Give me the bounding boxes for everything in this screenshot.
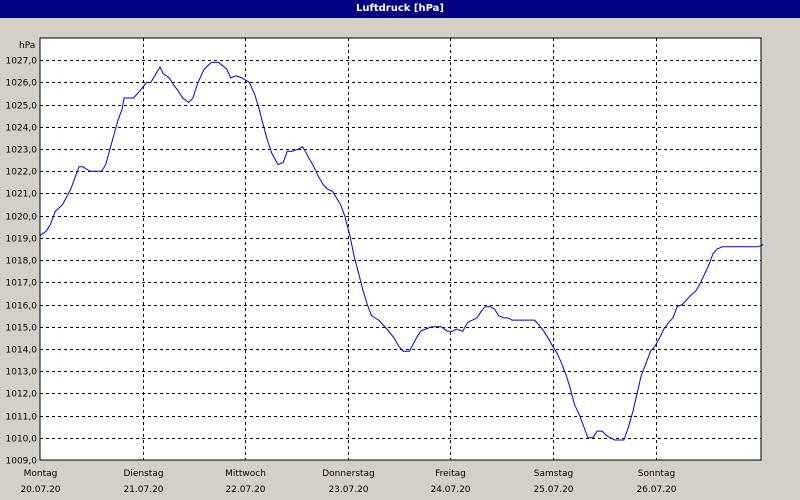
x-tick-day: Montag [24, 469, 58, 479]
y-axis-ticks: 1009,0 1010,0 1011,0 1012,0 1013,0 1014,0 1015… [6, 57, 38, 467]
y-tick-label: 1018,0 [6, 257, 38, 267]
series-group [39, 61, 764, 441]
y-axis-label: hPa [19, 41, 35, 51]
x-tick-date: 26.07.20 [636, 485, 676, 495]
y-tick-label: 1016,0 [6, 302, 38, 312]
y-tick-label: 1021,0 [6, 190, 38, 200]
x-tick-day: Dienstag [123, 469, 163, 479]
y-tick-label: 1022,0 [6, 168, 38, 178]
y-tick-label: 1026,0 [6, 79, 38, 89]
y-tick-label: 1020,0 [6, 213, 38, 223]
y-tick-label: 1023,0 [6, 146, 38, 156]
y-tick-label: 1014,0 [6, 346, 38, 356]
x-tick-date: 22.07.20 [225, 485, 265, 495]
y-tick-label: 1025,0 [6, 102, 38, 112]
y-tick-label: 1015,0 [6, 324, 38, 334]
x-tick-day: Freitag [435, 469, 466, 479]
x-tick-date: 20.07.20 [20, 485, 60, 495]
plot-area [39, 37, 762, 461]
line-chart: 1009,0 1010,0 1011,0 1012,0 1013,0 1014,0 1015… [6, 37, 764, 495]
series-line [39, 61, 764, 441]
y-tick-label: 1013,0 [6, 368, 38, 378]
x-axis-ticks: Montag 20.07.20 Dienstag 21.07.20 Mittwoch 22… [20, 469, 676, 495]
x-tick-day: Donnerstag [322, 469, 375, 479]
y-tick-label: 1011,0 [6, 413, 38, 423]
y-tick-label: 1024,0 [6, 124, 38, 134]
x-tick-date: 23.07.20 [328, 485, 368, 495]
x-tick-date: 24.07.20 [430, 485, 470, 495]
y-tick-label: 1010,0 [6, 435, 38, 445]
y-tick-label: 1017,0 [6, 279, 38, 289]
x-tick-day: Sonntag [638, 469, 675, 479]
x-tick-day: Samstag [534, 469, 573, 479]
grid-lines [40, 38, 761, 460]
y-tick-label: 1027,0 [6, 57, 38, 67]
y-tick-label: 1012,0 [6, 390, 38, 400]
y-tick-label: 1019,0 [6, 235, 38, 245]
x-tick-day: Mittwoch [225, 469, 266, 479]
chart-title: Luftdruck [hPa] [0, 0, 800, 18]
x-tick-date: 25.07.20 [533, 485, 573, 495]
y-tick-label: 1009,0 [6, 457, 38, 467]
x-tick-date: 21.07.20 [123, 485, 163, 495]
